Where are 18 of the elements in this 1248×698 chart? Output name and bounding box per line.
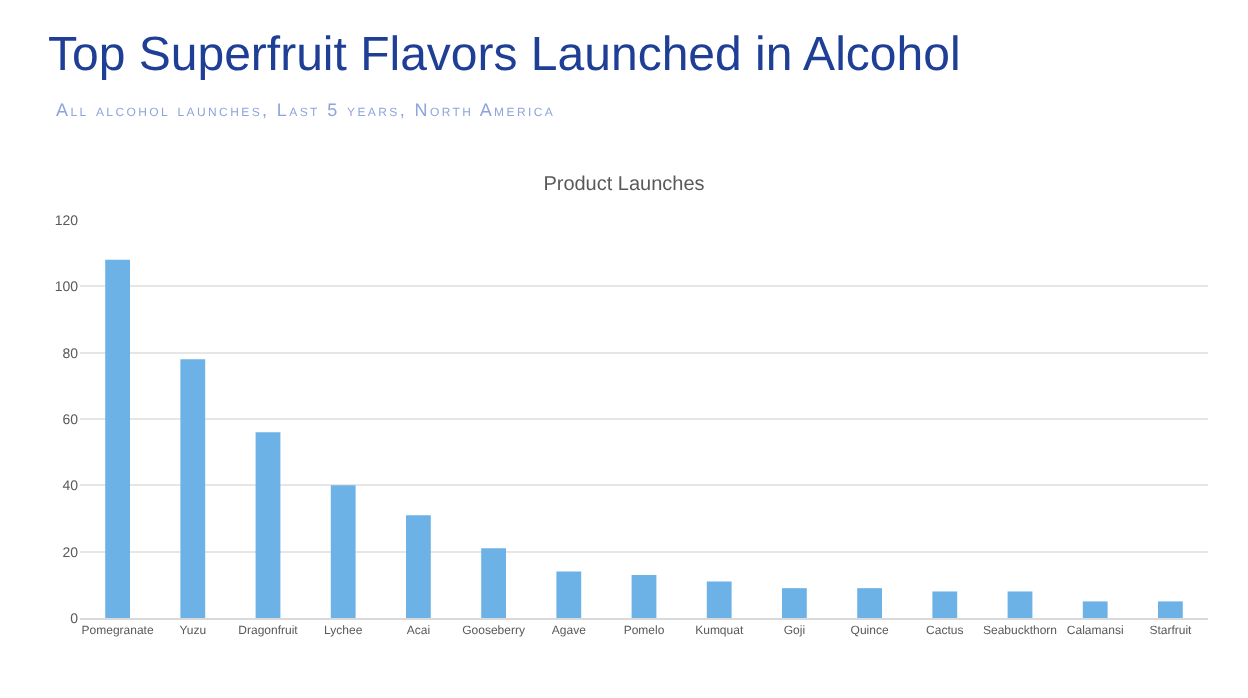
bar xyxy=(706,581,732,618)
bar xyxy=(556,571,582,618)
bar xyxy=(180,359,206,618)
bar xyxy=(932,591,958,618)
bar xyxy=(1082,601,1108,618)
bar xyxy=(406,515,431,618)
bar xyxy=(782,588,807,618)
chart-title: Top Superfruit Flavors Launched in Alcohol xyxy=(48,28,961,84)
bar xyxy=(857,588,882,618)
bar xyxy=(1007,591,1033,618)
y-axis-title: Product Launches xyxy=(543,174,705,197)
bar xyxy=(105,259,130,618)
bar xyxy=(631,574,657,618)
bar xyxy=(1158,601,1183,618)
bar xyxy=(330,485,356,618)
bar xyxy=(255,432,281,618)
bar xyxy=(481,548,506,618)
chart-subtitle: All alcohol launches, Last 5 years, North America xyxy=(56,100,556,120)
